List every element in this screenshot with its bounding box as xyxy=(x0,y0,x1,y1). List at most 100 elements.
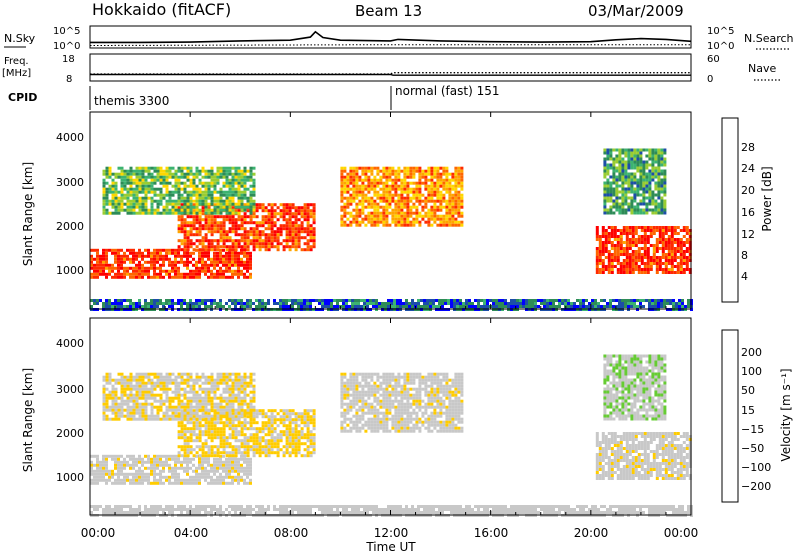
heatmap-cell xyxy=(657,187,661,191)
heatmap-cell xyxy=(370,220,374,224)
heatmap-cell xyxy=(162,481,165,485)
heatmap-cell xyxy=(90,460,93,464)
heatmap-cell xyxy=(204,260,207,264)
heatmap-cell xyxy=(96,454,99,458)
heatmap-cell xyxy=(267,299,270,302)
heatmap-cell xyxy=(417,305,420,308)
heatmap-cell xyxy=(201,196,205,200)
heatmap-cell xyxy=(213,196,217,200)
heatmap-cell xyxy=(129,251,132,255)
heatmap-cell xyxy=(126,205,130,209)
heatmap-cell xyxy=(300,227,304,231)
heatmap-cell xyxy=(129,411,133,415)
heatmap-cell xyxy=(141,481,144,485)
heatmap-cell xyxy=(433,166,437,170)
heatmap-cell xyxy=(183,239,187,243)
heatmap-cell xyxy=(180,166,184,170)
heatmap-cell xyxy=(303,412,307,416)
heatmap-cell xyxy=(168,263,171,267)
heatmap-cell xyxy=(619,235,623,238)
heatmap-cell xyxy=(222,202,226,206)
heatmap-cell xyxy=(606,163,610,167)
heatmap-cell xyxy=(297,245,301,249)
heatmap-cell xyxy=(442,199,446,203)
heatmap-cell xyxy=(367,175,371,179)
heatmap-cell xyxy=(234,169,238,173)
heatmap-cell xyxy=(183,196,187,200)
heatmap-cell xyxy=(204,421,208,425)
heatmap-cell xyxy=(291,412,295,416)
heatmap-cell xyxy=(177,181,181,185)
heatmap-cell xyxy=(108,475,111,479)
heatmap-cell xyxy=(282,239,286,243)
heatmap-cell xyxy=(99,260,102,264)
heatmap-cell xyxy=(117,466,120,470)
heatmap-cell xyxy=(231,424,235,428)
heatmap-cell xyxy=(660,184,664,188)
heatmap-cell xyxy=(303,248,307,252)
heatmap-cell xyxy=(661,241,665,244)
heatmap-cell xyxy=(156,305,159,308)
heatmap-cell xyxy=(207,463,210,467)
heatmap-cell xyxy=(394,211,398,215)
heatmap-cell xyxy=(204,248,208,252)
heatmap-cell xyxy=(670,229,674,232)
heatmap-cell xyxy=(468,299,471,302)
heatmap-cell xyxy=(102,193,106,197)
heatmap-cell xyxy=(409,169,413,173)
heatmap-cell xyxy=(685,238,689,241)
heatmap-cell xyxy=(183,199,187,203)
heatmap-cell xyxy=(138,460,141,464)
heatmap-cell xyxy=(288,227,292,231)
heatmap-cell xyxy=(177,230,181,234)
heatmap-cell xyxy=(108,190,112,194)
heatmap-cell xyxy=(424,220,428,224)
heatmap-cell xyxy=(207,239,211,243)
heatmap-cell xyxy=(270,412,274,416)
heatmap-cell xyxy=(195,302,198,305)
power-colorbar-frame xyxy=(721,117,739,303)
heatmap-cell xyxy=(661,271,665,274)
heatmap-cell xyxy=(664,253,668,256)
heatmap-cell xyxy=(231,251,234,255)
heatmap-cell xyxy=(418,178,422,182)
heatmap-cell xyxy=(153,181,157,185)
heatmap-cell xyxy=(99,475,102,479)
heatmap-cell xyxy=(237,205,241,209)
heatmap-cell xyxy=(234,209,238,213)
heatmap-cell xyxy=(409,214,413,218)
heatmap-cell xyxy=(291,427,295,431)
heatmap-cell xyxy=(159,166,163,170)
heatmap-cell xyxy=(264,412,268,416)
heatmap-cell xyxy=(397,196,401,200)
heatmap-cell xyxy=(388,169,392,173)
heatmap-cell xyxy=(252,187,256,191)
heatmap-cell xyxy=(156,187,160,191)
heatmap-cell xyxy=(393,302,396,305)
heatmap-cell xyxy=(609,163,613,167)
heatmap-cell xyxy=(435,305,438,308)
heatmap-cell xyxy=(639,151,643,155)
heatmap-cell xyxy=(120,405,124,409)
heatmap-cell xyxy=(129,390,133,394)
heatmap-cell xyxy=(234,436,238,440)
heatmap-cell xyxy=(516,302,519,305)
heatmap-cell xyxy=(210,196,214,200)
heatmap-cell xyxy=(141,463,144,467)
heatmap-cell xyxy=(609,305,612,308)
heatmap-cell xyxy=(162,205,166,209)
heatmap-cell xyxy=(231,445,235,449)
heatmap-cell xyxy=(105,208,109,212)
heatmap-cell xyxy=(663,208,667,212)
heatmap-cell xyxy=(183,221,187,225)
heatmap-cell xyxy=(615,205,619,209)
heatmap-cell xyxy=(324,299,327,302)
heatmap-cell xyxy=(177,478,180,482)
heatmap-cell xyxy=(543,305,546,308)
heatmap-cell xyxy=(540,299,543,302)
heatmap-cell xyxy=(627,202,631,206)
heatmap-cell xyxy=(640,268,644,271)
heatmap-cell xyxy=(138,211,142,215)
heatmap-cell xyxy=(685,229,689,232)
heatmap-cell xyxy=(291,212,295,216)
